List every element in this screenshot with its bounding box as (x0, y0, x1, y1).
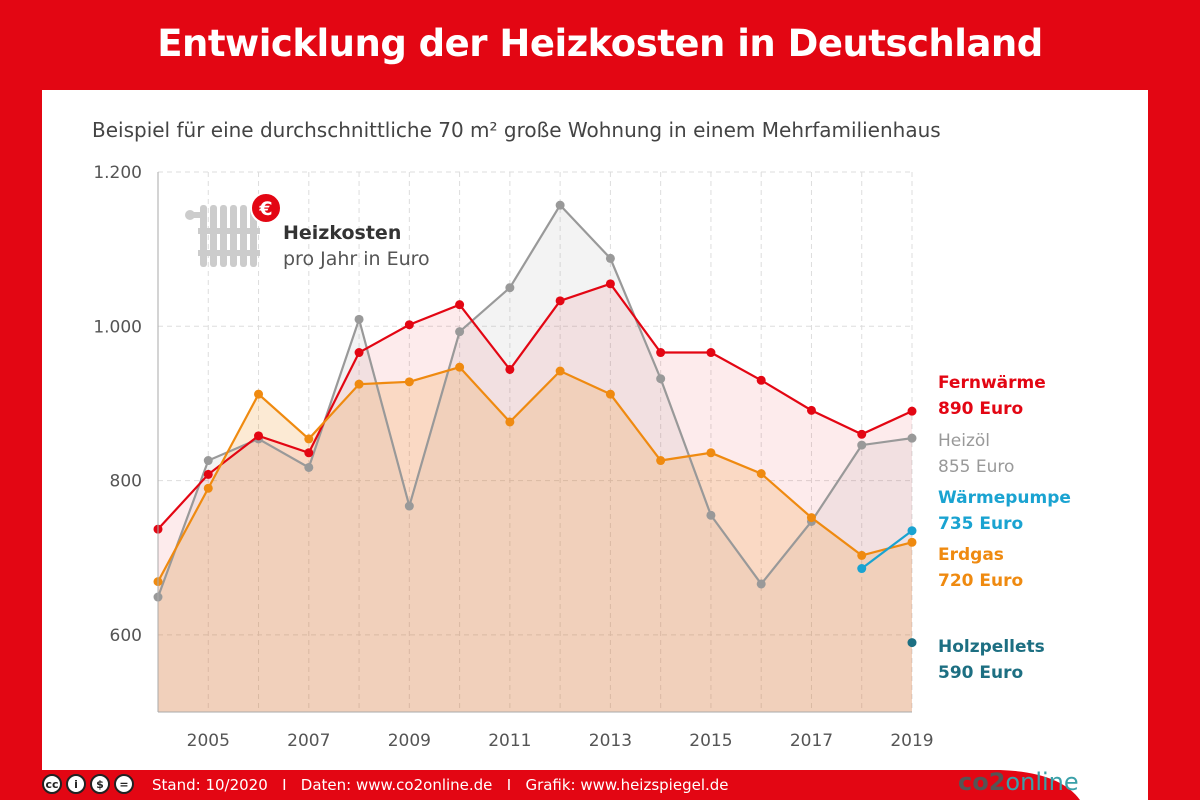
series-fernwrme-point (756, 375, 766, 385)
series-fernwrme-area (158, 283, 912, 712)
series-erdgas-line (157, 365, 913, 583)
series-fernwrme-point (706, 348, 716, 358)
series-fernwrme-point (404, 320, 414, 330)
series-erdgas-point (857, 550, 867, 560)
x-tick-label: 2017 (790, 731, 833, 751)
x-tick-label: 2005 (187, 731, 230, 751)
series-wrmepumpe-point (857, 564, 867, 574)
legend-value: 720 Euro (938, 571, 1023, 591)
x-tick-label: 2015 (689, 731, 732, 751)
y-tick-label: 600 (110, 626, 142, 646)
legend-name: Fernwärme (938, 373, 1046, 393)
by-icon: i (66, 774, 86, 794)
series-fernwrme-point (857, 429, 867, 439)
series-heizl-point (203, 456, 213, 466)
series-erdgas-point (605, 389, 615, 399)
series-heizl-point (354, 314, 364, 324)
chart-panel (42, 90, 1148, 770)
legend-box-subtitle: pro Jahr in Euro (283, 248, 430, 270)
series-heizl-point (907, 433, 917, 443)
license-icons: cc i $ = (42, 774, 134, 794)
series-fernwrme-point (354, 348, 364, 358)
series-erdgas-point (505, 417, 515, 427)
series-fernwrme-point (304, 448, 314, 458)
series-erdgas-point (656, 456, 666, 466)
footer-text: Stand: 10/2020 I Daten: www.co2online.de… (152, 776, 729, 794)
series-fernwrme-line (157, 282, 913, 530)
series-erdgas-point (254, 389, 264, 399)
series-erdgas-point (756, 469, 766, 479)
series-heizl-point (555, 200, 565, 210)
svg-text:€: € (258, 198, 272, 220)
nd-icon: = (114, 774, 134, 794)
series-erdgas-point (806, 513, 816, 523)
page-title: Entwicklung der Heizkosten in Deutschlan… (157, 22, 1043, 65)
legend-value: 890 Euro (938, 399, 1023, 419)
legend-value: 855 Euro (938, 457, 1014, 477)
legend-value: 590 Euro (938, 663, 1023, 683)
series-heizl-point (455, 327, 465, 337)
radiator-euro-icon: € (185, 192, 282, 267)
series-heizl-area (158, 205, 912, 712)
series-wrmepumpe-line (861, 529, 913, 570)
series-fernwrme-point (254, 431, 264, 441)
legend-box-title: Heizkosten (283, 222, 401, 244)
series-heizl-point (605, 253, 615, 263)
y-tick-label: 1.000 (93, 317, 142, 337)
x-tick-label: 2007 (287, 731, 330, 751)
series-fernwrme-point (806, 405, 816, 415)
x-tick-label: 2009 (388, 731, 431, 751)
co2online-logo: co2online (958, 768, 1079, 796)
series-heizl-point (756, 579, 766, 589)
chart-subtitle: Beispiel für eine durchschnittliche 70 m… (92, 118, 941, 142)
legend-name: Erdgas (938, 545, 1004, 565)
legend-name: Wärmepumpe (938, 488, 1071, 508)
series-erdgas-point (354, 379, 364, 389)
series-holzpellets-point (907, 638, 917, 648)
series-fernwrme-point (555, 296, 565, 306)
series-heizl-point (304, 462, 314, 472)
series-erdgas-point (907, 537, 917, 547)
series-erdgas-point (203, 483, 213, 493)
series-erdgas-point (404, 377, 414, 387)
nc-icon: $ (90, 774, 110, 794)
series-heizl-line (156, 203, 913, 598)
legend-name: Holzpellets (938, 637, 1045, 657)
cc-icon: cc (42, 774, 62, 794)
legend-value: 735 Euro (938, 514, 1023, 534)
series-wrmepumpe-point (907, 526, 917, 536)
series-heizl-point (656, 374, 666, 384)
series-fernwrme-point (605, 279, 615, 289)
series-fernwrme-point (656, 348, 666, 358)
series-erdgas-point (304, 434, 314, 444)
series-erdgas-point (706, 448, 716, 458)
series-heizl-point (706, 510, 716, 520)
series-fernwrme-point (907, 406, 917, 416)
series-fernwrme-point (455, 300, 465, 310)
series-heizl-point (857, 440, 867, 450)
x-tick-label: 2011 (488, 731, 531, 751)
y-tick-label: 800 (110, 472, 142, 492)
series-heizl-point (505, 283, 515, 293)
y-tick-label: 1.200 (93, 163, 142, 183)
series-fernwrme-point (203, 469, 213, 479)
series-heizl-point (404, 501, 414, 511)
series-erdgas-area (158, 367, 912, 712)
legend-name: Heizöl (938, 431, 990, 451)
x-tick-label: 2013 (589, 731, 632, 751)
series-erdgas-point (455, 362, 465, 372)
x-tick-label: 2019 (890, 731, 933, 751)
series-erdgas-point (555, 366, 565, 376)
series-fernwrme-point (505, 364, 515, 374)
